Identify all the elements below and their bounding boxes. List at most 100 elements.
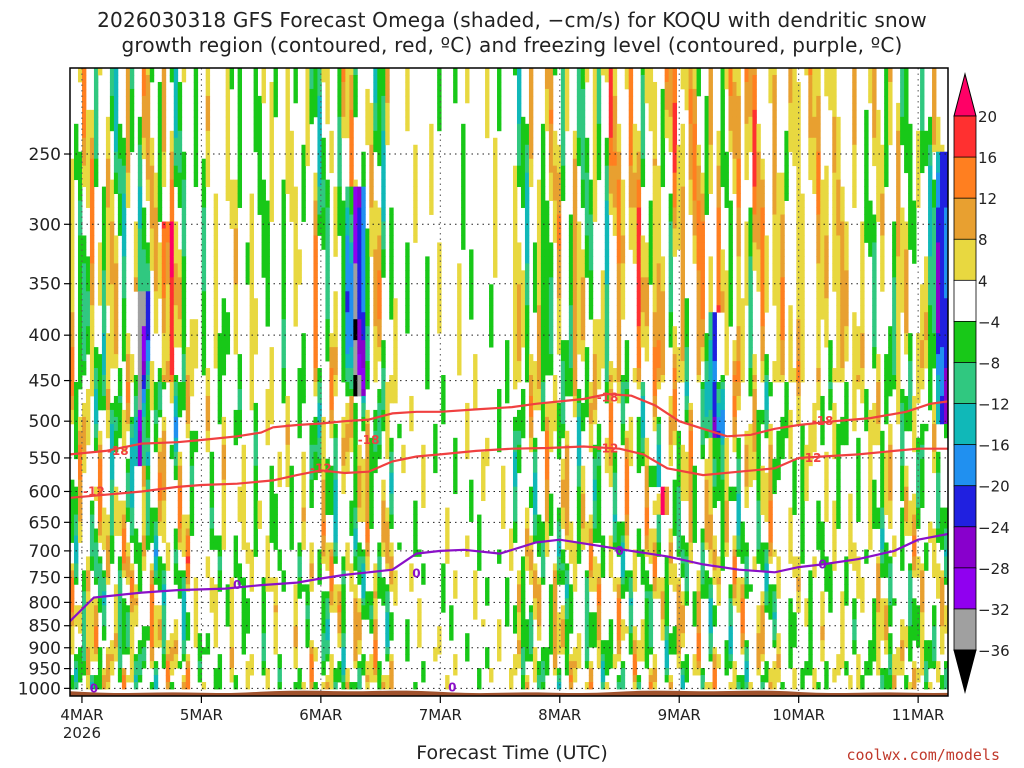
omega-cell xyxy=(73,382,79,390)
omega-cell xyxy=(548,647,554,655)
omega-cell xyxy=(353,256,358,264)
omega-cell xyxy=(532,598,538,606)
omega-cell xyxy=(109,249,115,257)
omega-cell xyxy=(161,68,167,76)
omega-cell xyxy=(157,179,163,188)
omega-cell xyxy=(125,109,131,118)
omega-cell xyxy=(341,591,346,599)
omega-cell xyxy=(429,207,434,215)
omega-cell xyxy=(556,347,562,355)
omega-cell xyxy=(325,507,330,515)
omega-cell xyxy=(145,465,151,474)
omega-cell xyxy=(233,570,239,578)
omega-cell xyxy=(177,465,183,474)
omega-cell xyxy=(161,165,167,174)
omega-cell xyxy=(125,193,131,201)
omega-cell xyxy=(185,347,191,355)
omega-cell xyxy=(377,298,382,306)
omega-cell xyxy=(105,416,111,425)
omega-cell xyxy=(556,416,562,425)
omega-cell xyxy=(377,158,382,167)
omega-cell xyxy=(237,361,243,369)
omega-cell xyxy=(377,444,382,453)
omega-cell xyxy=(121,333,127,341)
omega-cell xyxy=(165,284,171,292)
omega-cell xyxy=(169,319,175,327)
omega-cell xyxy=(556,298,562,306)
omega-cell xyxy=(189,472,195,481)
omega-cell xyxy=(181,284,187,292)
omega-cell xyxy=(101,361,107,369)
omega-cell xyxy=(205,409,211,418)
omega-cell xyxy=(233,214,239,222)
omega-cell xyxy=(560,416,566,425)
omega-cell xyxy=(141,319,147,327)
omega-cell xyxy=(161,158,167,167)
omega-cell xyxy=(249,661,254,669)
omega-cell xyxy=(81,291,87,299)
omega-cell xyxy=(349,277,354,285)
omega-cell xyxy=(333,472,338,481)
omega-cell xyxy=(552,382,558,390)
omega-cell xyxy=(105,333,111,341)
omega-cell xyxy=(121,214,127,222)
omega-cell xyxy=(241,591,246,599)
omega-cell xyxy=(177,277,183,285)
omega-cell xyxy=(153,605,159,613)
omega-cell xyxy=(568,284,574,292)
omega-cell xyxy=(337,626,342,634)
omega-cell xyxy=(125,675,131,683)
omega-cell xyxy=(365,444,370,453)
omega-cell xyxy=(361,486,366,495)
omega-cell xyxy=(281,200,286,208)
omega-cell xyxy=(568,535,574,543)
omega-cell xyxy=(209,577,215,585)
omega-cell xyxy=(293,605,298,613)
omega-cell xyxy=(233,249,239,257)
omega-cell xyxy=(329,493,334,502)
omega-cell xyxy=(169,347,175,355)
omega-cell xyxy=(389,228,394,236)
omega-cell xyxy=(325,675,330,683)
omega-cell xyxy=(345,235,350,243)
omega-cell xyxy=(301,682,306,690)
omega-cell xyxy=(453,584,458,592)
omega-cell xyxy=(153,402,159,411)
omega-cell xyxy=(357,598,362,606)
omega-cell xyxy=(520,284,526,292)
omega-cell xyxy=(157,88,163,97)
omega-cell xyxy=(105,186,111,194)
omega-cell xyxy=(333,584,338,592)
omega-cell xyxy=(381,549,386,557)
omega-cell xyxy=(117,158,123,167)
omega-cell xyxy=(141,354,147,362)
omega-cell xyxy=(173,102,179,111)
omega-cell xyxy=(221,437,227,446)
omega-cell xyxy=(81,430,87,439)
omega-cell xyxy=(149,598,155,606)
omega-cell xyxy=(349,291,354,299)
omega-cell xyxy=(165,249,171,257)
omega-cell xyxy=(89,647,95,655)
omega-cell xyxy=(161,493,167,502)
omega-cell xyxy=(333,312,338,320)
omega-cell xyxy=(544,95,550,104)
omega-cell xyxy=(524,291,530,299)
omega-cell xyxy=(161,563,167,571)
omega-cell xyxy=(193,612,199,620)
omega-cell xyxy=(205,647,211,655)
omega-cell xyxy=(516,68,522,76)
omega-cell xyxy=(345,423,350,432)
omega-cell xyxy=(137,165,143,174)
omega-cell xyxy=(149,528,155,536)
omega-cell xyxy=(141,340,147,348)
omega-cell xyxy=(389,556,394,564)
omega-cell xyxy=(125,556,131,564)
omega-cell xyxy=(173,172,179,181)
omega-cell xyxy=(357,444,362,453)
omega-cell xyxy=(313,340,318,348)
omega-cell xyxy=(97,291,103,299)
omega-cell xyxy=(568,521,574,529)
omega-cell xyxy=(181,165,187,174)
omega-cell xyxy=(505,388,510,397)
